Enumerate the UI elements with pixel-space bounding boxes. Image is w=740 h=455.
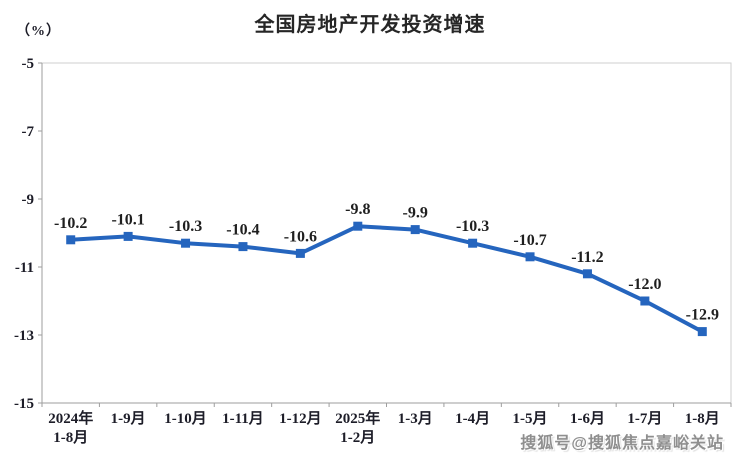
data-point xyxy=(468,238,478,248)
data-label: -10.3 xyxy=(169,218,202,235)
data-label: -9.8 xyxy=(345,201,370,218)
watermark: 搜狐号@搜狐焦点嘉峪关站 xyxy=(520,435,724,452)
data-point xyxy=(66,235,76,245)
x-axis-label: 1-7月 xyxy=(627,410,662,427)
data-label: -9.9 xyxy=(403,205,428,222)
plot-border xyxy=(41,62,732,404)
y-axis-unit-label: （%） xyxy=(16,24,61,39)
data-point xyxy=(353,221,363,231)
x-axis-label: 2024年 1-8月 xyxy=(48,409,93,446)
data-point xyxy=(181,238,191,248)
data-point xyxy=(582,269,592,279)
x-axis-label: 1-4月 xyxy=(455,410,490,427)
data-line xyxy=(68,224,705,334)
y-axis-label: -11 xyxy=(15,260,34,276)
data-label: -10.4 xyxy=(226,222,259,239)
data-label: -10.7 xyxy=(513,232,546,249)
data-label: -12.9 xyxy=(686,307,719,324)
data-label: -10.3 xyxy=(456,218,489,235)
y-axis-label: -9 xyxy=(22,192,35,208)
y-axis-label: -5 xyxy=(22,56,35,72)
data-label: -10.1 xyxy=(111,211,144,228)
x-axis-label: 2025年 1-2月 xyxy=(335,409,380,446)
data-point xyxy=(525,252,535,262)
data-label: -10.6 xyxy=(284,228,317,245)
data-point xyxy=(640,296,650,306)
y-axis-label: -15 xyxy=(14,396,34,412)
x-axis-label: 1-3月 xyxy=(398,410,433,427)
x-axis-label: 1-10月 xyxy=(164,410,207,427)
chart-title: 全国房地产开发投资增速 xyxy=(254,14,486,36)
data-point xyxy=(123,231,133,241)
y-axis-label: -13 xyxy=(14,328,34,344)
data-point xyxy=(697,327,707,337)
data-point xyxy=(295,248,305,258)
data-label: -12.0 xyxy=(628,276,661,293)
x-axis-label: 1-5月 xyxy=(513,410,548,427)
x-axis-label: 1-6月 xyxy=(570,410,605,427)
x-axis-label: 1-9月 xyxy=(111,410,146,427)
y-axis-label: -7 xyxy=(22,124,35,140)
data-point xyxy=(238,242,248,252)
data-label: -11.2 xyxy=(571,249,603,266)
x-axis-label: 1-11月 xyxy=(222,410,264,427)
data-label: -10.2 xyxy=(54,215,87,232)
x-axis-label: 1-8月 xyxy=(685,410,720,427)
data-point xyxy=(410,225,420,235)
x-axis-label: 1-12月 xyxy=(279,410,322,427)
